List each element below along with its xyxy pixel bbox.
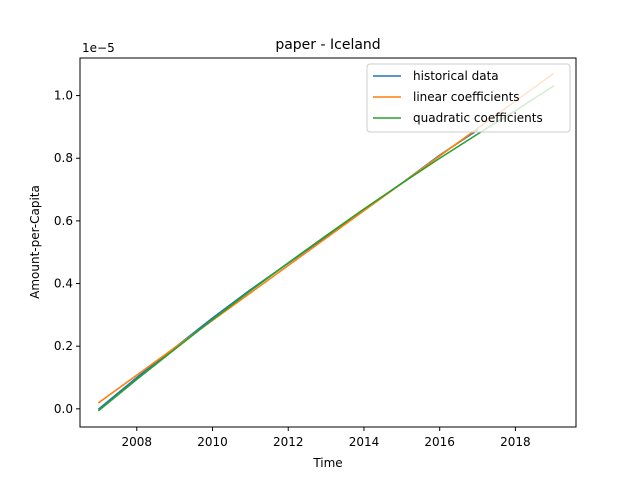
x-tick-label: 2010 <box>197 435 228 449</box>
y-tick-label: 0.0 <box>54 402 73 416</box>
x-axis-label: Time <box>312 456 342 470</box>
series-line-3 <box>97 85 555 412</box>
legend-label-1: historical data <box>413 69 499 83</box>
axes-frame <box>79 57 577 428</box>
legend-box <box>366 63 571 133</box>
legend: historical data linear coefficients quadra… <box>366 63 571 133</box>
legend-entries: historical data linear coefficients quadra… <box>373 69 543 125</box>
chart-title: paper - Iceland <box>275 37 380 53</box>
y-tick-label: 1.0 <box>54 89 73 103</box>
legend-label-2: linear coefficients <box>413 90 520 104</box>
x-tick-label: 2018 <box>500 435 531 449</box>
y-offset-text: 1e−5 <box>82 41 115 55</box>
y-axis: 0.0 0.2 0.4 0.6 0.8 1.0 <box>54 89 80 416</box>
legend-label-3: quadratic coefficients <box>413 111 543 125</box>
y-tick-label: 0.4 <box>54 277 73 291</box>
x-tick-label: 2014 <box>349 435 380 449</box>
y-axis-label: Amount-per-Capita <box>28 185 42 299</box>
y-tick-label: 0.8 <box>54 151 73 165</box>
y-tick-label: 0.2 <box>54 339 73 353</box>
plot-area <box>79 57 577 428</box>
x-axis: 2008 2010 2012 2014 2016 2018 <box>122 427 531 449</box>
x-tick-label: 2016 <box>424 435 455 449</box>
x-tick-label: 2008 <box>122 435 153 449</box>
y-tick-label: 0.6 <box>54 214 73 228</box>
x-tick-label: 2012 <box>273 435 304 449</box>
